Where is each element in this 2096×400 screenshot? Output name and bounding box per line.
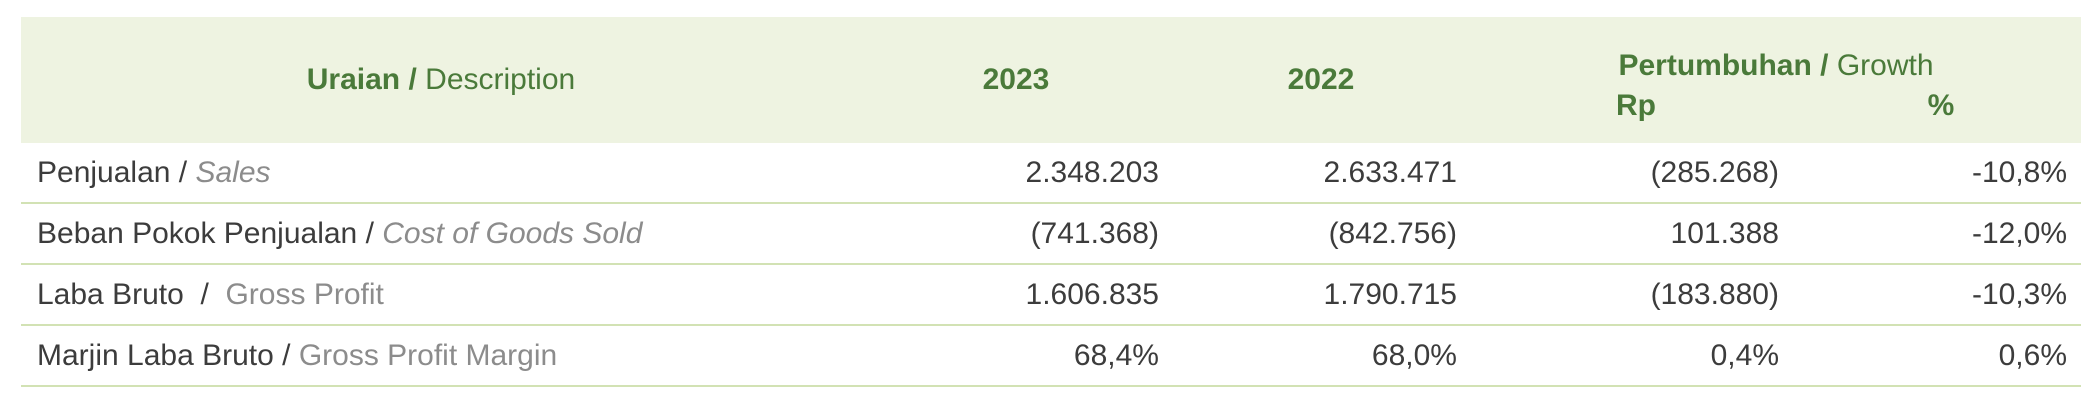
table-row: Beban Pokok Penjualan / Cost of Goods So…	[21, 203, 2082, 265]
row-label: Penjualan / Sales	[21, 143, 861, 204]
cell-growth-percent: -12,0%	[1801, 203, 2082, 265]
header-growth-id: Pertumbuhan	[1618, 49, 1812, 82]
table-row: Laba Bruto / Gross Profit 1.606.835 1.790.…	[21, 264, 2082, 326]
cell-growth-percent: -10,3%	[1801, 264, 2082, 326]
row-label-id: Penjualan	[37, 155, 171, 189]
header-description: Uraian / Description	[21, 17, 861, 143]
row-label-separator: /	[273, 338, 299, 372]
cell-2022: 1.790.715	[1171, 264, 1471, 326]
cell-2022: (842.756)	[1171, 203, 1471, 265]
row-label: Laba Bruto / Gross Profit	[21, 264, 861, 326]
row-label-en: Gross Profit	[225, 277, 384, 311]
row-label: Marjin Laba Bruto / Gross Profit Margin	[21, 325, 861, 387]
gross-profit-table: Uraian / Description 2023 2022 Pertumbuh…	[21, 17, 2082, 387]
cell-2023: (741.368)	[861, 203, 1171, 265]
row-label-en: Gross Profit Margin	[298, 338, 558, 372]
cell-growth-percent: 0,6%	[1801, 325, 2082, 387]
cell-growth-rp: 101.388	[1471, 203, 1801, 265]
table-header: Uraian / Description 2023 2022 Pertumbuh…	[21, 17, 2082, 143]
cell-growth-percent: -10,8%	[1801, 143, 2082, 204]
header-growth-separator: /	[1811, 49, 1837, 82]
cell-2022: 68,0%	[1171, 325, 1471, 387]
cell-2023: 2.348.203	[861, 143, 1171, 204]
table-row: Penjualan / Sales 2.348.203 2.633.471 (285.…	[21, 143, 2082, 204]
header-rp: Rp	[1616, 89, 1656, 122]
row-label-separator: /	[183, 277, 226, 311]
table-body: Penjualan / Sales 2.348.203 2.633.471 (285.…	[21, 143, 2082, 387]
header-separator: /	[400, 63, 426, 96]
row-label-en: Sales	[195, 155, 271, 189]
cell-2023: 68,4%	[861, 325, 1171, 387]
header-growth-en: Growth	[1836, 49, 1934, 82]
row-label-separator: /	[170, 155, 196, 189]
cell-2022: 2.633.471	[1171, 143, 1471, 204]
row-label-separator: /	[357, 216, 383, 250]
cell-2023: 1.606.835	[861, 264, 1171, 326]
cell-growth-rp: (183.880)	[1471, 264, 1801, 326]
header-description-id: Uraian	[306, 63, 401, 96]
header-year-2023: 2023	[982, 63, 1050, 96]
header-growth: Pertumbuhan / Growth	[1471, 17, 2081, 85]
header-percent: %	[1927, 89, 1955, 122]
gross-profit-table-container: Uraian / Description 2023 2022 Pertumbuh…	[21, 17, 2082, 387]
header-year-2022: 2022	[1287, 63, 1355, 96]
cell-growth-rp: (285.268)	[1471, 143, 1801, 204]
row-label-en: Cost of Goods Sold	[382, 216, 643, 250]
row-label-id: Marjin Laba Bruto	[37, 338, 274, 372]
row-label: Beban Pokok Penjualan / Cost of Goods So…	[21, 203, 861, 265]
table-row: Marjin Laba Bruto / Gross Profit Margin 6…	[21, 325, 2082, 387]
cell-growth-rp: 0,4%	[1471, 325, 1801, 387]
row-label-id: Laba Bruto	[37, 277, 184, 311]
header-description-en: Description	[425, 63, 576, 96]
row-label-id: Beban Pokok Penjualan	[37, 216, 358, 250]
